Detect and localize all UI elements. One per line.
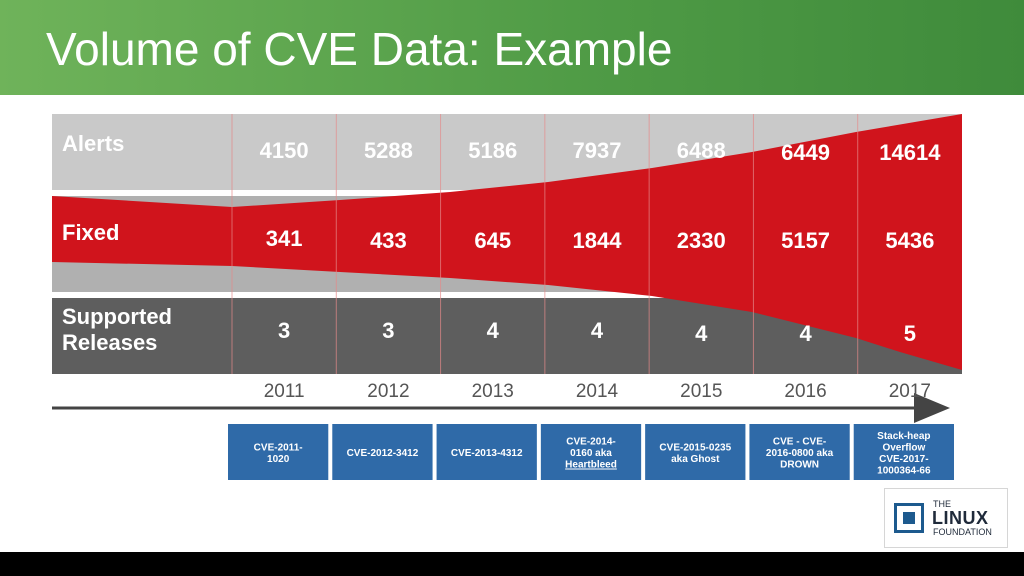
year-label-2016: 2016 [784,381,826,402]
year-label-2014: 2014 [576,381,619,402]
value-r2-c3: 4 [591,318,604,343]
cve-label-3: CVE-2014-0160 aka Heartbleed [565,437,617,471]
cve-box-5 [749,424,850,480]
cve-label-5: CVE - CVE-2016-0800 aka DROWN [766,437,834,471]
value-r1-c6: 5436 [885,228,934,253]
value-r1-c0: 341 [266,226,303,251]
cve-box-0 [228,424,329,480]
value-r2-c4: 4 [695,321,708,346]
value-r2-c1: 3 [382,318,394,343]
cve-box-3 [540,424,642,480]
year-label-2011: 2011 [264,381,305,402]
value-r0-c0: 4150 [260,138,309,163]
year-label-2015: 2015 [680,381,722,402]
value-r2-c5: 4 [799,321,812,346]
year-label-2013: 2013 [472,381,514,402]
cve-box-1 [332,424,433,480]
fixed-wedge [52,114,962,370]
year-label-2017: 2017 [889,381,931,402]
value-r2-c2: 4 [487,318,500,343]
value-r1-c5: 5157 [781,228,830,253]
slide-title: Volume of CVE Data: Example [46,23,673,75]
value-r0-c3: 7937 [573,138,622,163]
logo-text-foundation: FOUNDATION [933,527,992,537]
value-r1-c3: 1844 [573,228,623,253]
linux-foundation-logo: THE LINUX FOUNDATION [884,488,1008,548]
value-r2-c0: 3 [278,318,290,343]
cve-label-4: CVE-2015-0235 aka Ghost [659,442,731,465]
year-label-2012: 2012 [367,381,409,402]
logo-text-linux: LINUX [932,508,989,528]
value-r1-c4: 2330 [677,228,726,253]
cve-label-6: Stack-heap Overflow CVE-2017-1000364-66 [877,431,931,477]
row-label-1: Fixed [62,220,119,245]
value-r1-c2: 645 [474,228,511,253]
footer-band [0,552,1024,576]
value-r0-c6: 14614 [879,140,941,165]
value-r0-c2: 5186 [468,138,517,163]
row-label-0: Alerts [62,131,124,156]
value-r2-c6: 5 [904,321,916,346]
slide-header: Volume of CVE Data: Example [0,0,1024,95]
value-r0-c1: 5288 [364,138,413,163]
value-r1-c1: 433 [370,228,407,253]
value-r0-c5: 6449 [781,140,830,165]
cve-box-2 [436,424,537,480]
cve-box-4 [645,424,746,480]
linux-foundation-logo-mark-icon [894,503,924,533]
row-label-2: Supported Releases [62,304,172,355]
cve-label-2: CVE-2013-4312 [451,448,523,459]
cve-label-1: CVE-2012-3412 [347,448,419,459]
value-r0-c4: 6488 [677,138,726,163]
cve-label-0: CVE-2011-1020 [254,442,303,465]
logo-text-the: THE [933,499,951,509]
cve-box-6 [853,424,954,480]
